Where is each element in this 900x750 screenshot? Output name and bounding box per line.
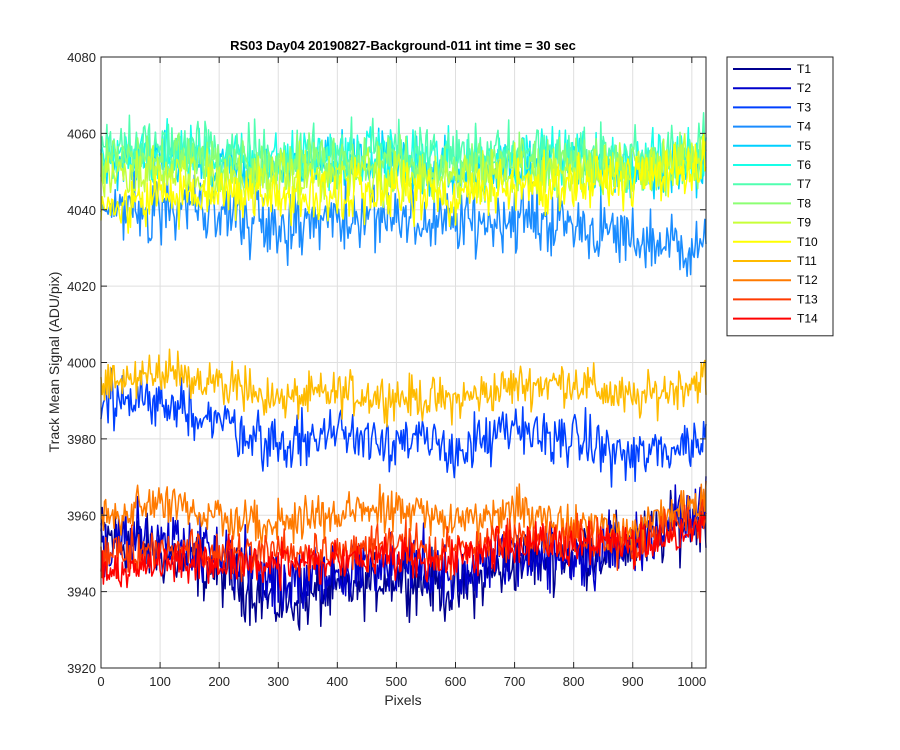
y-tick-label: 3960 [67,508,96,523]
legend-label: T13 [797,292,818,306]
legend-label: T3 [797,100,811,114]
chart-title: RS03 Day04 20190827-Background-011 int t… [230,38,576,53]
series-line-t9 [100,133,707,209]
x-tick-label: 300 [267,674,289,689]
legend-label: T1 [797,62,811,76]
y-tick-label: 4000 [67,356,96,371]
x-tick-label: 100 [149,674,171,689]
series-line-t7 [100,112,707,185]
series-group [100,112,707,631]
y-tick-label: 4080 [67,50,96,65]
x-axis-label: Pixels [384,692,421,708]
y-tick-label: 3980 [67,432,96,447]
legend-label: T12 [797,273,818,287]
legend-label: T10 [797,235,818,249]
legend-box [726,56,834,337]
y-tick-label: 4060 [67,126,96,141]
series-line-t12 [100,480,707,551]
x-tick-label: 700 [504,674,526,689]
legend-label: T14 [797,312,818,326]
legend-label: T8 [797,196,811,210]
series-line-t11 [100,348,707,428]
x-tick-label: 800 [563,674,585,689]
x-tick-label: 200 [208,674,230,689]
legend-label: T9 [797,216,811,230]
y-tick-label: 3940 [67,585,96,600]
axis-ticks: 0 100 200 300 400 500 600 700 800 900 1000 3920 3940… [67,50,706,689]
series-line-t10 [100,133,707,234]
x-tick-label: 500 [386,674,408,689]
x-tick-label: 900 [622,674,644,689]
x-tick-label: 0 [97,674,104,689]
legend-label: T4 [797,120,811,134]
legend-label: T5 [797,139,811,153]
x-tick-label: 600 [445,674,467,689]
legend-label: T7 [797,177,811,191]
y-tick-label: 4040 [67,203,96,218]
y-axis-label: Track Mean Signal (ADU/pix) [46,272,62,453]
legend-label: T2 [797,81,811,95]
legend: T1 T2 T3 T4 T5 T6 T7 T8 T9 T10 T11 T12 T13 T14 [726,56,834,337]
y-tick-label: 3920 [67,661,96,676]
series-line-t3 [100,367,707,488]
x-tick-label: 1000 [677,674,706,689]
y-tick-label: 4020 [67,279,96,294]
legend-label: T11 [797,254,817,268]
series-line-t14 [100,512,707,592]
x-tick-label: 400 [326,674,348,689]
legend-label: T6 [797,158,811,172]
